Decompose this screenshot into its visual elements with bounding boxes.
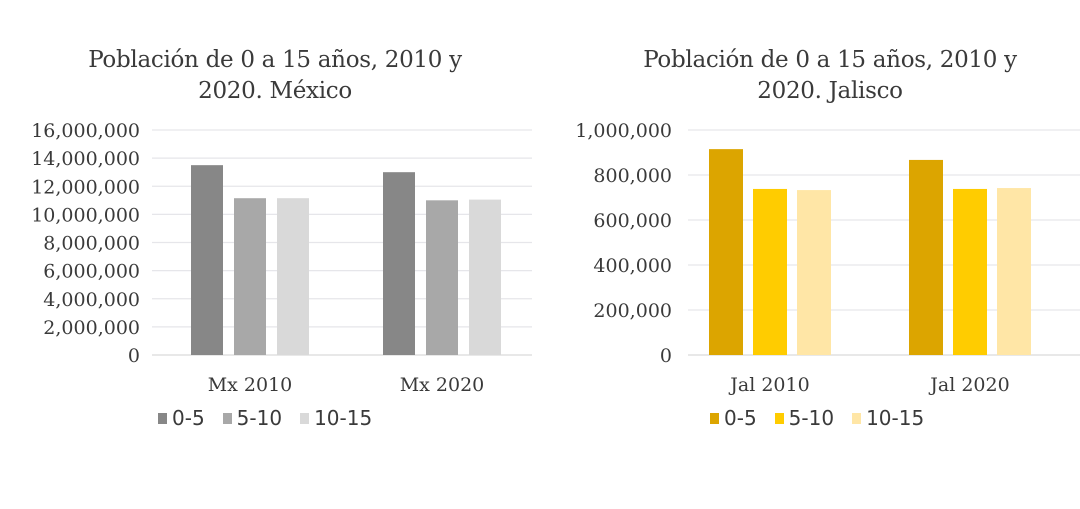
legend-item-5-10: 5-10 xyxy=(222,406,283,430)
x-category-label: Jal 2010 xyxy=(728,374,809,396)
x-category-label: Jal 2020 xyxy=(928,374,1009,396)
y-tick-label: 1,000,000 xyxy=(575,120,672,142)
legend-label: 5-10 xyxy=(236,406,283,430)
chart-title: Población de 0 a 15 años, 2010 y 2020. J… xyxy=(580,45,1080,107)
legend-label: 0-5 xyxy=(724,406,757,430)
chart-title-line-1: Población de 0 a 15 años, 2010 y xyxy=(643,47,1017,73)
legend: 0-5 5-10 10-15 xyxy=(158,406,390,430)
y-tick-label: 12,000,000 xyxy=(31,176,140,198)
bar-mx-2010-5-10 xyxy=(234,198,266,355)
plot-area: 0 200,000 400,000 600,000 800,000 1,000,000 Ja… xyxy=(575,120,1080,396)
legend-label: 10-15 xyxy=(314,406,373,430)
legend-swatch xyxy=(852,412,862,424)
legend-label: 0-5 xyxy=(172,406,205,430)
y-tick-label: 0 xyxy=(128,345,140,367)
chart-title-line-1: Población de 0 a 15 años, 2010 y xyxy=(88,47,462,73)
bar-mx-2020-10-15 xyxy=(469,199,501,355)
bar-jal-2020-10-15 xyxy=(997,188,1031,355)
bar-mx-2020-5-10 xyxy=(426,200,458,355)
legend-swatch xyxy=(158,412,167,424)
legend-swatch xyxy=(774,412,784,424)
bar-jal-2010-0-5 xyxy=(709,149,743,355)
bar-jal-2020-5-10 xyxy=(953,188,987,355)
y-tick-label: 16,000,000 xyxy=(31,120,140,142)
x-category-label: Mx 2010 xyxy=(208,374,293,396)
legend-item-5-10: 5-10 xyxy=(774,406,835,430)
bar-mx-2010-0-5 xyxy=(191,165,223,355)
chart-title-line-2: 2020. Jalisco xyxy=(757,78,903,104)
y-tick-label: 800,000 xyxy=(593,165,672,187)
chart-mexico: Población de 0 a 15 años, 2010 y 2020. M… xyxy=(31,45,532,430)
y-tick-label: 400,000 xyxy=(593,255,672,277)
y-tick-label: 0 xyxy=(660,345,672,367)
y-tick-label: 4,000,000 xyxy=(43,289,140,311)
plot-area: 0 2,000,000 4,000,000 6,000,000 8,000,000 10,… xyxy=(31,120,532,396)
bar-jal-2010-10-15 xyxy=(797,190,831,355)
legend-label: 10-15 xyxy=(866,406,925,430)
y-tick-label: 14,000,000 xyxy=(31,148,140,170)
y-tick-label: 8,000,000 xyxy=(43,233,140,255)
chart-title-line-2: 2020. México xyxy=(198,78,352,104)
chart-title: Población de 0 a 15 años, 2010 y 2020. M… xyxy=(40,45,510,107)
y-tick-label: 200,000 xyxy=(593,300,672,322)
bar-jal-2010-5-10 xyxy=(753,188,787,355)
legend: 0-5 5-10 10-15 xyxy=(710,406,942,430)
bar-jal-2020-0-5 xyxy=(909,159,943,355)
legend-item-0-5: 0-5 xyxy=(710,406,757,430)
legend-swatch xyxy=(300,412,310,424)
legend-swatch xyxy=(710,412,719,424)
legend-item-10-15: 10-15 xyxy=(300,406,372,430)
legend-label: 5-10 xyxy=(788,406,835,430)
bar-mx-2010-10-15 xyxy=(277,198,309,355)
y-tick-label: 2,000,000 xyxy=(43,317,140,339)
legend-swatch xyxy=(222,412,232,424)
y-tick-label: 6,000,000 xyxy=(43,261,140,283)
y-tick-label: 10,000,000 xyxy=(31,204,140,226)
y-tick-label: 600,000 xyxy=(593,210,672,232)
bar-mx-2020-0-5 xyxy=(383,172,415,355)
chart-jalisco: Población de 0 a 15 años, 2010 y 2020. J… xyxy=(540,0,1080,509)
legend-item-0-5: 0-5 xyxy=(158,406,205,430)
legend-item-10-15: 10-15 xyxy=(852,406,924,430)
x-category-label: Mx 2020 xyxy=(400,374,485,396)
